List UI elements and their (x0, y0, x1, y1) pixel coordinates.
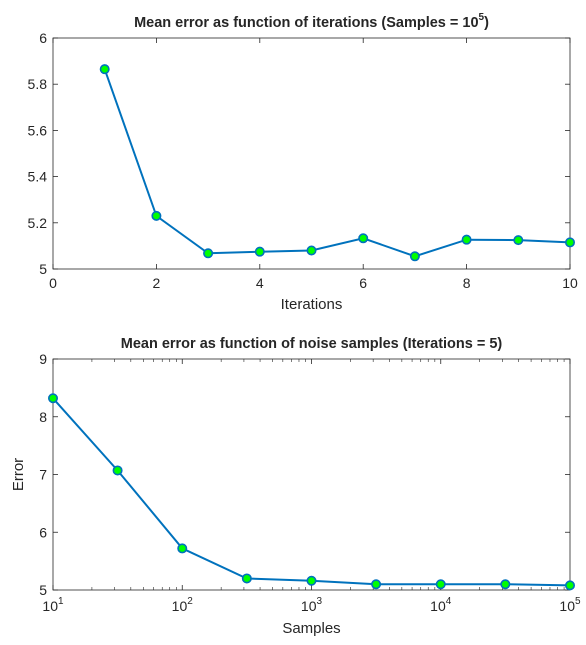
x-axis-label: Samples (282, 620, 340, 637)
chart-1: 5 5.2 5.4 5.6 5.8 6 0 2 4 6 8 10 Mean error as funct… (28, 12, 578, 313)
data-point (500, 579, 511, 590)
data-point (99, 64, 110, 75)
data-point (306, 245, 317, 256)
y-tick-label: 5.4 (28, 169, 48, 185)
chart-title: Mean error as function of iterations (Sa… (134, 12, 489, 31)
y-tick-label: 5 (39, 582, 47, 598)
data-point (409, 251, 420, 262)
data-point (112, 465, 123, 476)
x-tick-label: 104 (430, 596, 452, 614)
data-point (461, 234, 472, 245)
x-tick-label: 0 (49, 275, 57, 291)
x-tick-label: 101 (42, 596, 64, 614)
data-point (151, 210, 162, 221)
x-tick-label: 105 (559, 596, 581, 614)
x-tick-label: 2 (153, 275, 161, 291)
y-tick-label: 7 (39, 467, 47, 483)
x-axis-label: Iterations (281, 296, 343, 313)
y-tick-label: 5.6 (28, 122, 48, 138)
data-point (47, 393, 58, 404)
x-tick-label: 6 (359, 275, 367, 291)
x-tick-label: 4 (256, 275, 264, 291)
data-point (564, 237, 575, 248)
y-tick-label: 8 (39, 409, 47, 425)
plot-area-frame (52, 358, 571, 591)
data-point (435, 579, 446, 590)
data-point (254, 246, 265, 257)
data-point (306, 575, 317, 586)
y-tick-label: 6 (39, 524, 47, 540)
data-point (371, 579, 382, 590)
x-tick-label: 8 (463, 275, 471, 291)
y-tick-label: 5.8 (28, 76, 48, 92)
y-tick-label: 5 (39, 261, 47, 277)
data-point (203, 248, 214, 259)
chart-title: Mean error as function of noise samples … (121, 336, 503, 352)
y-axis-label: Error (10, 458, 27, 491)
chart-2: 5 6 7 8 9 101 102 103 104 105 Mean error as functi… (10, 336, 581, 637)
x-tick-label: 103 (301, 596, 323, 614)
data-point (241, 573, 252, 584)
y-tick-label: 5.2 (28, 215, 48, 231)
data-point (177, 543, 188, 554)
y-tick-label: 9 (39, 351, 47, 367)
x-tick-label: 10 (562, 275, 578, 291)
x-tick-label: 102 (172, 596, 194, 614)
y-tick-label: 6 (39, 30, 47, 46)
data-point (564, 580, 575, 591)
plot-area-frame (52, 37, 571, 270)
series-line (52, 397, 571, 587)
series-line (103, 68, 571, 258)
data-point (513, 235, 524, 246)
data-point (358, 233, 369, 244)
